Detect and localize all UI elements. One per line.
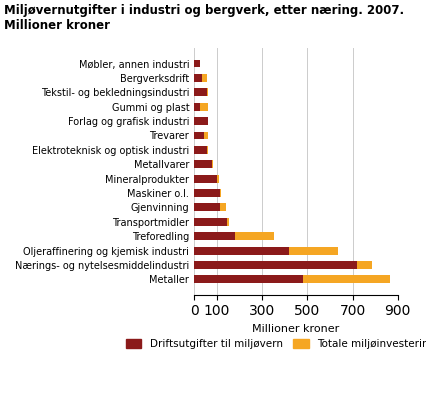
Bar (194, 131, 204, 139)
Bar (207, 146, 208, 154)
Bar (194, 232, 235, 240)
Bar (204, 131, 208, 139)
Bar (200, 60, 201, 68)
Bar (194, 88, 207, 96)
Bar (194, 74, 202, 82)
Legend: Driftsutgifter til miljøvern, Totale miljøinvesteringer: Driftsutgifter til miljøvern, Totale mil… (121, 335, 426, 353)
X-axis label: Millioner kroner: Millioner kroner (252, 324, 340, 334)
Bar (220, 189, 221, 197)
Bar (357, 261, 372, 269)
Bar (235, 232, 274, 240)
Bar (194, 276, 303, 283)
Bar (194, 60, 200, 68)
Bar (194, 261, 357, 269)
Bar (194, 146, 207, 154)
Text: Miljøvernutgifter i industri og bergverk, etter næring. 2007.: Miljøvernutgifter i industri og bergverk… (4, 4, 404, 17)
Bar (227, 218, 229, 226)
Bar (202, 74, 207, 82)
Bar (194, 117, 208, 125)
Bar (194, 189, 220, 197)
Bar (194, 103, 201, 111)
Bar (289, 246, 338, 254)
Text: Millioner kroner: Millioner kroner (4, 19, 110, 32)
Bar (194, 246, 289, 254)
Bar (212, 160, 213, 168)
Bar (303, 276, 390, 283)
Bar (201, 103, 208, 111)
Bar (220, 203, 227, 211)
Bar (194, 218, 227, 226)
Bar (194, 160, 212, 168)
Bar (217, 175, 219, 183)
Bar (194, 175, 217, 183)
Bar (194, 203, 220, 211)
Bar (207, 88, 208, 96)
